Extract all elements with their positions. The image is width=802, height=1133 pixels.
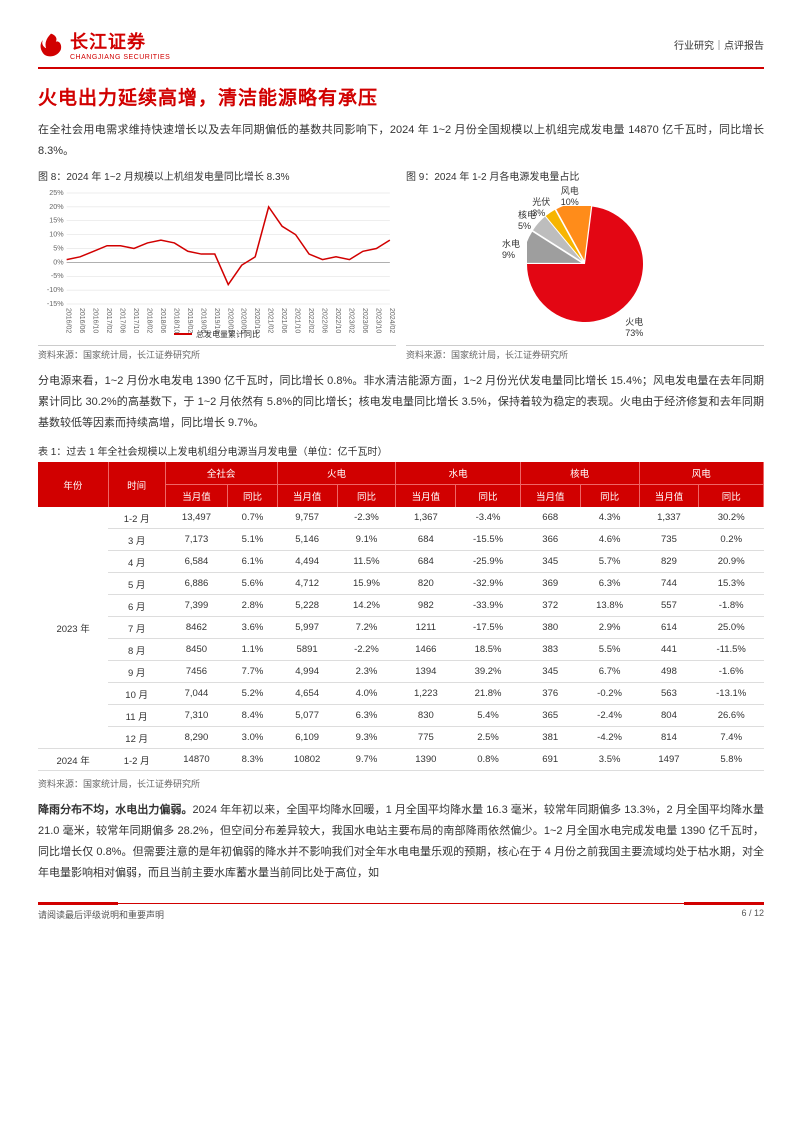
logo: 长江证券 CHANGJIANG SECURITIES	[38, 28, 170, 61]
flame-icon	[38, 32, 64, 58]
table-row: 10 月7,0445.2%4,6544.0%1,22321.8%376-0.2%…	[38, 683, 764, 705]
figure-row: 图 8：2024 年 1~2 月规模以上机组发电量同比增长 8.3% -15%-…	[38, 168, 764, 361]
footer-bar-left	[38, 902, 118, 905]
fig8-title: 图 8：2024 年 1~2 月规模以上机组发电量同比增长 8.3%	[38, 168, 396, 183]
fig8-legend-label: 总发电量累计同比	[196, 329, 260, 340]
fig8-chart: -15% -10% -5% 0% 5% 10% 15% 20% 25% 2016/02 2016/0…	[38, 187, 396, 342]
footer-bar-right	[684, 902, 764, 905]
fig9-chart: 火电73%水电9%核电5%光伏3%风电10%	[406, 187, 764, 342]
table-row: 11 月7,3108.4%5,0776.3%8305.4%365-2.4%804…	[38, 705, 764, 727]
table-row: 3 月7,1735.1%5,1469.1%684-15.5%3664.6%735…	[38, 529, 764, 551]
svg-text:20%: 20%	[49, 203, 64, 211]
last-paragraph: 降雨分布不均，水电出力偏弱。2024 年年初以来，全国平均降水回暖，1 月全国平…	[38, 800, 764, 884]
svg-text:2021/06: 2021/06	[280, 308, 288, 333]
svg-text:2021/10: 2021/10	[294, 308, 302, 333]
svg-text:5%: 5%	[53, 244, 64, 252]
table-row: 7 月84623.6%5,9977.2%1211-17.5%3802.9%614…	[38, 617, 764, 639]
fig8-source: 资料来源：国家统计局，长江证券研究所	[38, 345, 396, 361]
page-footer: 请阅读最后评级说明和重要声明 6 / 12	[38, 902, 764, 921]
fig9-title: 图 9：2024 年 1-2 月各电源发电量占比	[406, 168, 764, 183]
svg-text:2023/10: 2023/10	[374, 308, 382, 333]
svg-text:10%: 10%	[49, 230, 64, 238]
table-row: 2024 年1-2 月148708.3%108029.7%13900.8%691…	[38, 749, 764, 771]
svg-text:2022/06: 2022/06	[321, 308, 329, 333]
svg-text:25%: 25%	[49, 189, 64, 197]
svg-text:2016/10: 2016/10	[92, 308, 100, 333]
svg-text:2023/02: 2023/02	[347, 308, 355, 333]
header-right-label: 行业研究｜点评报告	[674, 37, 764, 52]
figure-8: 图 8：2024 年 1~2 月规模以上机组发电量同比增长 8.3% -15%-…	[38, 168, 396, 361]
fig9-source: 资料来源：国家统计局，长江证券研究所	[406, 345, 764, 361]
page-header: 长江证券 CHANGJIANG SECURITIES 行业研究｜点评报告	[38, 28, 764, 69]
table-row: 5 月6,8865.6%4,71215.9%820-32.9%3696.3%74…	[38, 573, 764, 595]
footer-bar-mid	[118, 903, 684, 904]
svg-text:2023/06: 2023/06	[361, 308, 369, 333]
last-para-bold: 降雨分布不均，水电出力偏弱。	[38, 804, 193, 816]
intro-paragraph: 在全社会用电需求维持快速增长以及去年同期偏低的基数共同影响下，2024 年 1~…	[38, 120, 764, 162]
table-title: 表 1：过去 1 年全社会规模以上发电机组分电源当月发电量（单位：亿千瓦时）	[38, 443, 764, 458]
legend-swatch	[174, 333, 192, 335]
fig8-legend: 总发电量累计同比	[174, 329, 260, 340]
table-row: 2023 年1-2 月13,4970.7%9,757-2.3%1,367-3.4…	[38, 507, 764, 529]
svg-text:-5%: -5%	[51, 272, 64, 280]
svg-text:0%: 0%	[53, 258, 64, 266]
mid-paragraph: 分电源来看，1~2 月份水电发电 1390 亿千瓦时，同比增长 0.8%。非水清…	[38, 371, 764, 434]
svg-text:2016/02: 2016/02	[65, 308, 73, 333]
svg-text:2024/02: 2024/02	[388, 308, 396, 333]
table-source: 资料来源：国家统计局，长江证券研究所	[38, 775, 764, 790]
svg-text:-10%: -10%	[47, 286, 64, 294]
svg-text:-15%: -15%	[47, 300, 64, 308]
svg-text:2017/02: 2017/02	[105, 308, 113, 333]
table-row: 6 月7,3992.8%5,22814.2%982-33.9%37213.8%5…	[38, 595, 764, 617]
svg-text:2017/06: 2017/06	[118, 308, 126, 333]
svg-text:2022/10: 2022/10	[334, 308, 342, 333]
svg-text:2017/10: 2017/10	[132, 308, 140, 333]
svg-text:2018/06: 2018/06	[159, 308, 167, 333]
footer-page-num: 6 / 12	[741, 908, 764, 921]
svg-text:2016/06: 2016/06	[78, 308, 86, 333]
svg-text:2018/02: 2018/02	[145, 308, 153, 333]
table-row: 9 月74567.7%4,9942.3%139439.2%3456.7%498-…	[38, 661, 764, 683]
table-row: 12 月8,2903.0%6,1099.3%7752.5%381-4.2%814…	[38, 727, 764, 749]
section-title: 火电出力延续高增，清洁能源略有承压	[38, 83, 764, 110]
logo-text-cn: 长江证券	[70, 28, 170, 54]
svg-text:2022/02: 2022/02	[307, 308, 315, 333]
table-row: 4 月6,5846.1%4,49411.5%684-25.9%3455.7%82…	[38, 551, 764, 573]
pie-chart: 火电73%水电9%核电5%光伏3%风电10%	[527, 206, 643, 322]
svg-text:2021/02: 2021/02	[267, 308, 275, 333]
logo-text-en: CHANGJIANG SECURITIES	[70, 54, 170, 61]
table-row: 8 月84501.1%5891-2.2%146618.5%3835.5%441-…	[38, 639, 764, 661]
footer-left-text: 请阅读最后评级说明和重要声明	[38, 908, 164, 921]
figure-9: 图 9：2024 年 1-2 月各电源发电量占比 火电73%水电9%核电5%光伏…	[406, 168, 764, 361]
svg-text:15%: 15%	[49, 217, 64, 225]
data-table: 年份时间全社会火电水电核电风电当月值同比当月值同比当月值同比当月值同比当月值同比…	[38, 462, 764, 771]
